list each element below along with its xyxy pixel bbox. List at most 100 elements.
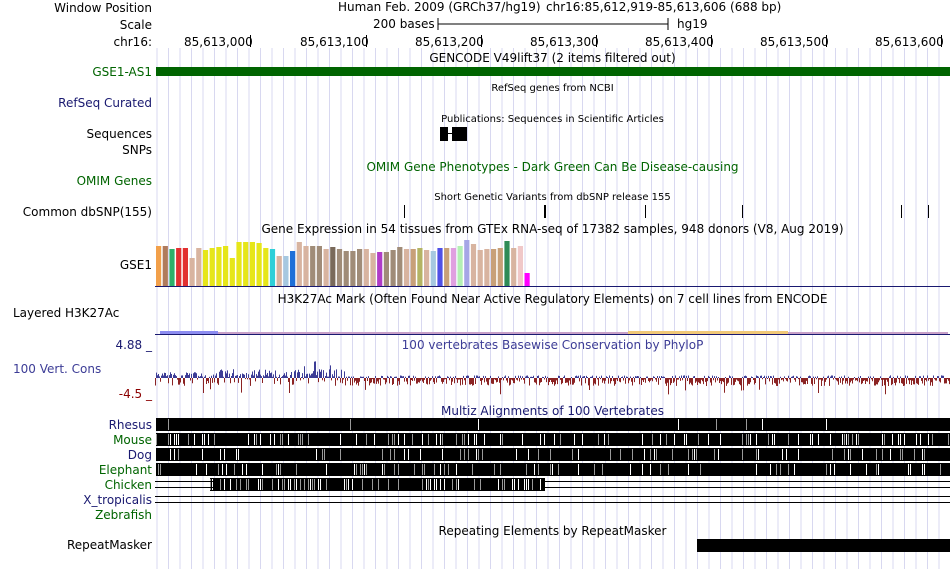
gtex-bar-5[interactable] bbox=[189, 258, 195, 286]
gtex-bar-28[interactable] bbox=[343, 251, 349, 286]
multiz-species-dog[interactable]: Dog bbox=[127, 448, 152, 462]
gtex-bar-10[interactable] bbox=[223, 246, 229, 286]
multiz-base bbox=[522, 434, 523, 445]
gtex-bar-42[interactable] bbox=[437, 248, 443, 286]
gtex-bar-4[interactable] bbox=[182, 248, 188, 286]
gtex-bar-52[interactable] bbox=[504, 241, 510, 286]
gtex-bar-35[interactable] bbox=[390, 250, 396, 286]
multiz-base bbox=[270, 434, 271, 445]
multiz-base bbox=[652, 434, 653, 445]
phylop-signal[interactable] bbox=[155, 348, 950, 398]
gtex-bar-50[interactable] bbox=[491, 249, 497, 286]
multiz-species-chicken[interactable]: Chicken bbox=[104, 478, 152, 492]
gtex-bar-39[interactable] bbox=[417, 248, 423, 286]
gtex-bar-11[interactable] bbox=[229, 258, 235, 286]
snp-marker[interactable] bbox=[742, 205, 743, 218]
gtex-bar-47[interactable] bbox=[470, 244, 477, 286]
gencode-track-label[interactable]: GSE1-AS1 bbox=[92, 65, 152, 79]
snp-marker[interactable] bbox=[928, 205, 929, 218]
gtex-bar-16[interactable] bbox=[263, 248, 269, 286]
gtex-bar-15[interactable] bbox=[256, 243, 262, 286]
gtex-bar-29[interactable] bbox=[350, 251, 356, 286]
gtex-bar-38[interactable] bbox=[410, 249, 416, 286]
gtex-bar-26[interactable] bbox=[330, 247, 336, 286]
gtex-bar-37[interactable] bbox=[403, 249, 410, 286]
gtex-bar-7[interactable] bbox=[202, 250, 209, 286]
gtex-bar-14[interactable] bbox=[249, 242, 255, 286]
h3k27ac-signal[interactable] bbox=[155, 320, 950, 336]
gtex-bar-13[interactable] bbox=[243, 242, 249, 286]
snp-marker[interactable] bbox=[645, 205, 646, 218]
gtex-bar-2[interactable] bbox=[169, 249, 175, 286]
publications-label-line2[interactable]: SNPs bbox=[122, 143, 152, 157]
gtex-bar-49[interactable] bbox=[484, 249, 490, 286]
snp-marker[interactable] bbox=[544, 205, 546, 218]
multiz-base bbox=[476, 434, 477, 445]
gtex-bar-36[interactable] bbox=[397, 247, 403, 286]
multiz-species-elephant[interactable]: Elephant bbox=[98, 463, 152, 477]
gtex-bar-33[interactable] bbox=[377, 252, 383, 286]
repeat-element[interactable] bbox=[697, 539, 950, 552]
multiz-base bbox=[708, 434, 709, 445]
multiz-species-mouse[interactable]: Mouse bbox=[113, 433, 152, 447]
multiz-base bbox=[776, 464, 777, 475]
ruler-tick bbox=[941, 35, 942, 47]
gtex-bar-40[interactable] bbox=[424, 250, 430, 286]
gtex-bar-46[interactable] bbox=[464, 240, 470, 286]
gtex-bar-34[interactable] bbox=[383, 252, 389, 286]
gtex-bar-12[interactable] bbox=[236, 242, 242, 286]
gtex-track-label[interactable]: GSE1 bbox=[119, 258, 152, 272]
multiz-base bbox=[554, 434, 555, 445]
gtex-bar-48[interactable] bbox=[477, 250, 483, 286]
gtex-bar-41[interactable] bbox=[430, 251, 436, 286]
gtex-bar-8[interactable] bbox=[209, 248, 215, 286]
gtex-bar-23[interactable] bbox=[310, 246, 316, 286]
assembly-title: Human Feb. 2009 (GRCh37/hg19) bbox=[338, 0, 541, 14]
multiz-base bbox=[174, 449, 175, 460]
browser-image[interactable]: Human Feb. 2009 (GRCh37/hg19) chr16:85,6… bbox=[155, 0, 950, 569]
gtex-bar-3[interactable] bbox=[176, 248, 182, 286]
dbsnp-track-label[interactable]: Common dbSNP(155) bbox=[22, 205, 152, 219]
phylop-track-label[interactable]: 100 Vert. Cons bbox=[13, 362, 102, 376]
gtex-bar-20[interactable] bbox=[290, 251, 296, 286]
repeatmasker-track-label[interactable]: RepeatMasker bbox=[66, 538, 152, 552]
gtex-bar-17[interactable] bbox=[269, 249, 276, 286]
gencode-gene-bar[interactable] bbox=[156, 67, 950, 76]
publications-label-line1[interactable]: Sequences bbox=[86, 127, 152, 141]
publication-block[interactable] bbox=[440, 127, 448, 141]
gtex-bar-9[interactable] bbox=[216, 247, 222, 286]
gtex-bar-22[interactable] bbox=[303, 246, 309, 286]
multiz-base bbox=[572, 449, 573, 460]
multiz-species-zebrafish[interactable]: Zebrafish bbox=[95, 508, 152, 522]
refseq-track-label[interactable]: RefSeq Curated bbox=[58, 96, 152, 110]
snp-marker[interactable] bbox=[901, 205, 902, 218]
gtex-bar-55[interactable] bbox=[524, 273, 530, 286]
gtex-bar-24[interactable] bbox=[316, 246, 322, 286]
multiz-species-rhesus[interactable]: Rhesus bbox=[108, 418, 152, 432]
multiz-species-xtropicalis[interactable]: X_tropicalis bbox=[83, 493, 152, 507]
gtex-bar-54[interactable] bbox=[517, 246, 523, 286]
publication-block[interactable] bbox=[452, 127, 467, 141]
omim-track-label[interactable]: OMIM Genes bbox=[76, 174, 152, 188]
gtex-bar-51[interactable] bbox=[497, 248, 503, 286]
gtex-bar-1[interactable] bbox=[162, 246, 168, 286]
gtex-bar-53[interactable] bbox=[511, 248, 517, 286]
gtex-bar-32[interactable] bbox=[370, 253, 376, 286]
gtex-bar-chart[interactable] bbox=[155, 236, 950, 288]
h3k27ac-track-label[interactable]: Layered H3K27Ac bbox=[13, 306, 120, 320]
gtex-bar-0[interactable] bbox=[156, 246, 162, 286]
gtex-bar-43[interactable] bbox=[444, 248, 450, 286]
gtex-bar-6[interactable] bbox=[196, 248, 202, 286]
gtex-bar-19[interactable] bbox=[283, 256, 289, 286]
snp-marker[interactable] bbox=[404, 205, 405, 218]
multiz-base bbox=[922, 449, 923, 460]
multiz-alignments[interactable] bbox=[155, 418, 950, 522]
gtex-bar-44[interactable] bbox=[450, 248, 456, 286]
gtex-bar-25[interactable] bbox=[323, 249, 329, 286]
gtex-bar-27[interactable] bbox=[336, 249, 343, 286]
gtex-bar-30[interactable] bbox=[357, 249, 363, 286]
gtex-bar-21[interactable] bbox=[296, 242, 302, 286]
gtex-bar-45[interactable] bbox=[457, 246, 463, 286]
gtex-bar-31[interactable] bbox=[363, 249, 369, 286]
gtex-bar-18[interactable] bbox=[276, 256, 282, 286]
